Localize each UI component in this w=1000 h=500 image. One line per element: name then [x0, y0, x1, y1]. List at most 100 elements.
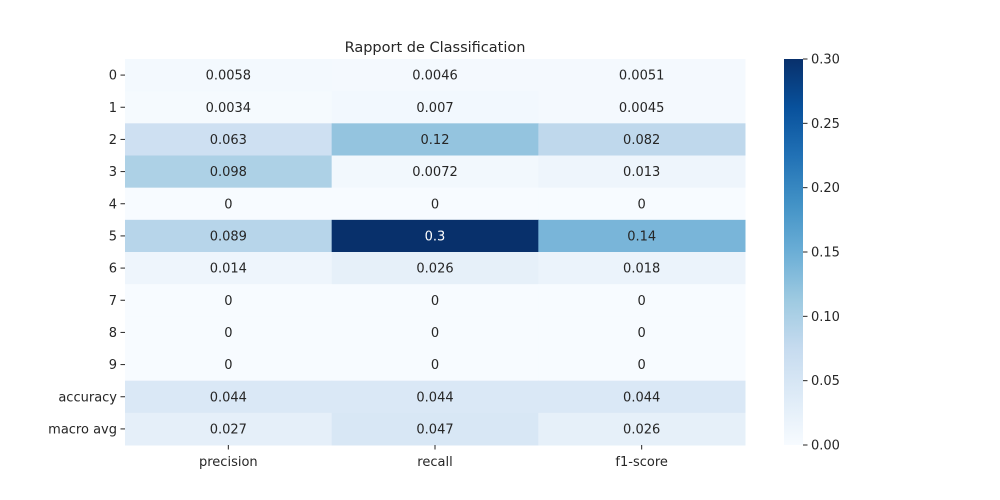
- cell-value-label: 0: [638, 294, 646, 309]
- heatmap-cell: [125, 316, 333, 349]
- row-tick-label: 4: [109, 197, 117, 212]
- cell-value-label: 0.12: [421, 133, 450, 148]
- heatmap-cell: [331, 252, 539, 285]
- chart-title: Rapport de Classification: [345, 40, 526, 56]
- cell-value-label: 0.044: [210, 390, 247, 405]
- colorbar-tick-label: 0.15: [811, 246, 840, 261]
- cell-value-label: 0.0072: [412, 165, 458, 180]
- heatmap-cell: [538, 123, 746, 156]
- cell-value-label: 0: [431, 197, 439, 212]
- colorbar-ticks: 0.00 0.05 0.10 0.15 0.20 0.25 0.30: [803, 53, 840, 454]
- row-tick-label: 3: [109, 165, 117, 180]
- heatmap-cell: [331, 187, 539, 221]
- heatmap-cell: [331, 59, 539, 92]
- heatmap-cell: [125, 155, 333, 189]
- cell-value-label: 0.14: [627, 229, 656, 244]
- cell-value-label: 0.0058: [206, 69, 252, 84]
- heatmap-cell: [538, 219, 746, 253]
- heatmap-cell: [538, 155, 746, 189]
- heatmap-cell: [125, 59, 333, 92]
- cell-value-label: 0: [638, 358, 646, 373]
- cell-value-label: 0.082: [623, 133, 660, 148]
- row-tick-labels: 0 1 2 3 4 5 6 7 8 9 accuracy macro avg: [48, 69, 125, 437]
- cell-value-label: 0: [224, 358, 232, 373]
- cell-value-label: 0.047: [416, 422, 453, 437]
- column-tick-label: precision: [199, 455, 258, 470]
- row-tick-label: 0: [109, 69, 117, 84]
- heatmap-cell: [331, 284, 539, 317]
- heatmap-cell: [538, 187, 746, 221]
- heatmap-cell: [125, 252, 333, 285]
- heatmap-cell: [538, 348, 746, 382]
- cell-value-label: 0: [431, 294, 439, 309]
- cell-value-label: 0.098: [210, 165, 247, 180]
- column-tick-label: recall: [417, 455, 452, 470]
- cell-value-label: 0.0034: [206, 101, 252, 116]
- cell-value-label: 0.0045: [619, 101, 665, 116]
- column-tick-label: f1-score: [615, 455, 667, 470]
- cell-value-label: 0: [224, 294, 232, 309]
- row-tick-label: 6: [109, 262, 117, 277]
- cell-value-label: 0.027: [210, 422, 247, 437]
- cell-value-label: 0.044: [623, 390, 660, 405]
- heatmap-cell: [125, 412, 333, 446]
- colorbar-tick-label: 0.20: [811, 181, 840, 196]
- row-tick-label: accuracy: [58, 390, 117, 405]
- heatmap-cell: [125, 380, 333, 414]
- heatmap-cell: [125, 91, 333, 124]
- row-tick-label: 7: [109, 294, 117, 309]
- cell-value-label: 0: [638, 197, 646, 212]
- row-tick-label: 5: [109, 229, 117, 244]
- row-tick-label: macro avg: [48, 422, 117, 437]
- heatmap-cell: [125, 123, 333, 156]
- colorbar-gradient: [784, 59, 803, 445]
- heatmap-cell: [331, 316, 539, 349]
- row-tick-label: 1: [109, 101, 117, 116]
- colorbar-tick-label: 0.30: [811, 53, 840, 68]
- cell-value-label: 0.0051: [619, 69, 665, 84]
- heatmap-cell: [538, 412, 746, 446]
- cell-value-label: 0.0046: [412, 69, 458, 84]
- heatmap-cell: [331, 380, 539, 414]
- cell-value-label: 0.026: [416, 262, 453, 277]
- cell-value-label: 0: [638, 326, 646, 341]
- heatmap-cell: [538, 316, 746, 349]
- cell-value-label: 0: [431, 326, 439, 341]
- heatmap-cell: [125, 219, 333, 253]
- cell-value-label: 0: [224, 197, 232, 212]
- heatmap-cell: [331, 348, 539, 382]
- cell-value-label: 0.089: [210, 229, 247, 244]
- row-tick-label: 2: [109, 133, 117, 148]
- heatmap-cell: [125, 284, 333, 317]
- cell-value-label: 0.3: [425, 229, 446, 244]
- row-tick-label: 9: [109, 358, 117, 373]
- heatmap-cell: [331, 219, 539, 253]
- cell-value-label: 0.014: [210, 262, 247, 277]
- colorbar: 0.00 0.05 0.10 0.15 0.20 0.25 0.30: [784, 53, 840, 454]
- heatmap-cell: [125, 187, 333, 221]
- cell-value-label: 0: [224, 326, 232, 341]
- cell-value-label: 0: [431, 358, 439, 373]
- heatmap-cell: [331, 155, 539, 189]
- cell-value-label: 0.013: [623, 165, 660, 180]
- colorbar-tick-label: 0.05: [811, 374, 840, 389]
- cell-value-label: 0.063: [210, 133, 247, 148]
- heatmap-cell: [331, 123, 539, 156]
- cell-value-label: 0.026: [623, 422, 660, 437]
- heatmap-cells: 0.0058 0.0046 0.0051 0.0034 0.007 0.0045 0.063…: [125, 59, 746, 446]
- column-tick-labels: precision recall f1-score: [199, 445, 668, 470]
- colorbar-tick-label: 0.00: [811, 439, 840, 454]
- heatmap-cell: [538, 59, 746, 92]
- colorbar-tick-label: 0.25: [811, 117, 840, 132]
- heatmap-cell: [538, 380, 746, 414]
- row-tick-label: 8: [109, 326, 117, 341]
- colorbar-tick-label: 0.10: [811, 310, 840, 325]
- heatmap-cell: [538, 252, 746, 285]
- heatmap-cell: [538, 284, 746, 317]
- heatmap-cell: [331, 412, 539, 446]
- cell-value-label: 0.018: [623, 262, 660, 277]
- cell-value-label: 0.007: [416, 101, 453, 116]
- cell-value-label: 0.044: [416, 390, 453, 405]
- heatmap-cell: [331, 91, 539, 124]
